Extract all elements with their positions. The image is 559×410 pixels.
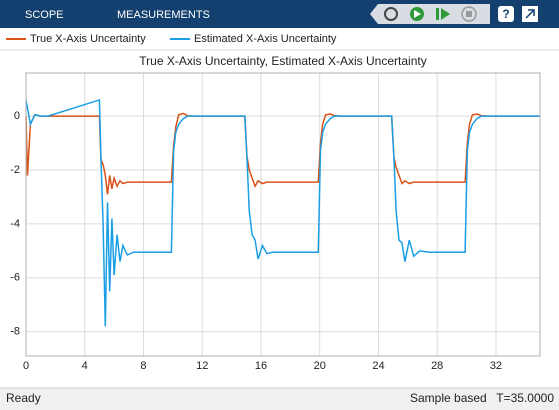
stop-button[interactable]: [461, 6, 477, 22]
stop-icon: [466, 11, 472, 17]
x-tick-label: 32: [490, 360, 502, 372]
y-tick-label: -6: [10, 272, 20, 284]
run-icon: [414, 10, 421, 18]
chart-title: True X-Axis Uncertainty, Estimated X-Axi…: [139, 54, 426, 68]
plot-border: [25, 72, 541, 357]
step-button[interactable]: [436, 8, 439, 20]
y-tick-label: -8: [10, 326, 20, 338]
sampling-mode: Sample based: [410, 391, 487, 405]
x-tick-label: 0: [23, 360, 29, 372]
x-tick-label: 8: [140, 360, 146, 372]
status-bar: [0, 388, 559, 410]
x-tick-label: 20: [314, 360, 326, 372]
help-icon: ?: [502, 7, 509, 21]
settings-button[interactable]: [384, 7, 398, 21]
x-tick-label: 4: [82, 360, 88, 372]
plot-area: [25, 72, 541, 357]
y-tick-label: -2: [10, 164, 20, 176]
help-button[interactable]: [498, 6, 514, 22]
sim-time: T=35.0000: [496, 391, 554, 405]
legend-label: Estimated X-Axis Uncertainty: [194, 33, 337, 45]
series-line: [25, 98, 540, 327]
x-tick-label: 28: [431, 360, 443, 372]
run-controls: [370, 4, 490, 24]
tab[interactable]: MEASUREMENTS: [117, 9, 210, 21]
x-tick-label: 16: [255, 360, 267, 372]
legend-bar: [0, 28, 559, 50]
x-tick-label: 12: [196, 360, 208, 372]
status-text: Ready: [6, 391, 41, 405]
legend-label: True X-Axis Uncertainty: [30, 33, 146, 45]
y-tick-label: 0: [14, 110, 20, 122]
series-line: [25, 112, 540, 195]
tab[interactable]: SCOPE: [25, 9, 64, 21]
y-tick-label: -4: [10, 218, 20, 230]
dock-icon: [525, 9, 535, 19]
step-icon: [441, 8, 450, 20]
x-tick-label: 24: [372, 360, 384, 372]
